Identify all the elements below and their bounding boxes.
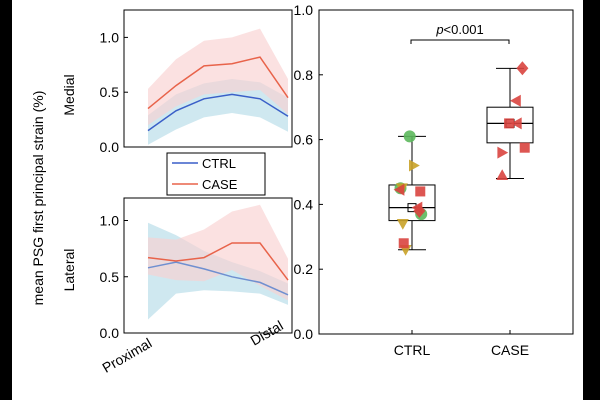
- legend: CTRL CASE: [166, 152, 266, 196]
- significance-p: p: [435, 22, 443, 37]
- lateral-case-line: [147, 242, 289, 281]
- point-case-tri-left: [510, 117, 522, 130]
- shared-ylabel: mean PSG first principal strain (%): [30, 91, 46, 306]
- lateral-axes-frame: [123, 197, 293, 334]
- lateral-ytick-label: 1.0: [100, 213, 120, 229]
- point-ctrl-tri-right: [409, 159, 420, 172]
- lateral-ylabel: Lateral: [61, 249, 77, 292]
- legend-ctrl-label: CTRL: [202, 156, 236, 171]
- comparison-ytick-label: 0.0: [294, 326, 314, 342]
- significance-value: <0.001: [444, 22, 484, 37]
- lateral-panel: Lateral 0.00.51.0 Proximal Distal: [61, 197, 293, 376]
- legend-box: [166, 152, 266, 196]
- medial-panel: Medial 0.0 0.5 1.0: [61, 9, 293, 155]
- medial-ytick-label: 1.0: [100, 29, 120, 45]
- point-ctrl-diamond: [413, 203, 426, 218]
- medial-plot: [147, 28, 289, 145]
- comparison-ytick-label: 0.8: [294, 67, 314, 83]
- significance-bracket: [410, 39, 510, 44]
- medial-case-line: [147, 56, 289, 110]
- point-ctrl-circle: [403, 130, 416, 143]
- comparison-ytick-label: 0.6: [294, 132, 314, 148]
- comparison-xlabel-ctrl: CTRL: [394, 342, 431, 358]
- comparison-plot: [388, 61, 534, 256]
- point-ctrl-tri-down: [396, 219, 409, 230]
- point-ctrl-square: [415, 186, 426, 197]
- comparison-ytick-label: 0.4: [294, 196, 314, 212]
- point-ctrl-square: [398, 238, 409, 249]
- medial-axes-frame: [123, 9, 293, 148]
- lateral-plot: [147, 204, 289, 320]
- point-case-tri-up: [496, 169, 509, 180]
- point-case-tri-right: [497, 146, 509, 159]
- comparison-ytick-label: 1.0: [294, 2, 314, 18]
- legend-case-label: CASE: [202, 177, 238, 192]
- point-case-square: [504, 118, 515, 129]
- point-case-square: [519, 142, 530, 153]
- lateral-ytick-label: 0.0: [100, 325, 120, 341]
- comparison-xlabel-case: CASE: [491, 342, 529, 358]
- medial-case-band: [148, 28, 288, 126]
- figure-panel: mean PSG first principal strain (%) Medi…: [12, 0, 583, 400]
- point-ctrl-tri-left: [393, 183, 405, 196]
- comparison-axes-frame: [318, 9, 574, 335]
- medial-ytick-label: 0.5: [100, 84, 120, 100]
- medial-ctrl-line: [147, 93, 289, 132]
- medial-y-ticks: 0.0 0.5 1.0: [100, 29, 128, 155]
- lateral-y-ticks: 0.0 0.5 1.0: [100, 213, 128, 341]
- lateral-case-band: [148, 204, 288, 301]
- lateral-ctrl-line: [147, 261, 289, 296]
- comparison-panel: 0.0 0.2 0.4 0.6 0.8 1.0 CTRL CASE p<0.001: [294, 2, 574, 358]
- lateral-xlabel-distal: Distal: [248, 317, 286, 348]
- lateral-ytick-label: 0.5: [100, 269, 120, 285]
- medial-ylabel: Medial: [61, 74, 77, 115]
- box-case-iqr: [486, 106, 534, 144]
- box-ctrl-iqr: [388, 184, 436, 222]
- significance-label: p<0.001: [435, 22, 483, 37]
- figure-canvas: mean PSG first principal strain (%) Medi…: [30, 2, 574, 376]
- medial-ytick-label: 0.0: [100, 139, 120, 155]
- point-case-tri-left: [510, 94, 521, 107]
- comparison-y-ticks: 0.0 0.2 0.4 0.6 0.8 1.0: [294, 2, 511, 342]
- comparison-ytick-label: 0.2: [294, 261, 314, 277]
- point-case-diamond: [516, 61, 529, 76]
